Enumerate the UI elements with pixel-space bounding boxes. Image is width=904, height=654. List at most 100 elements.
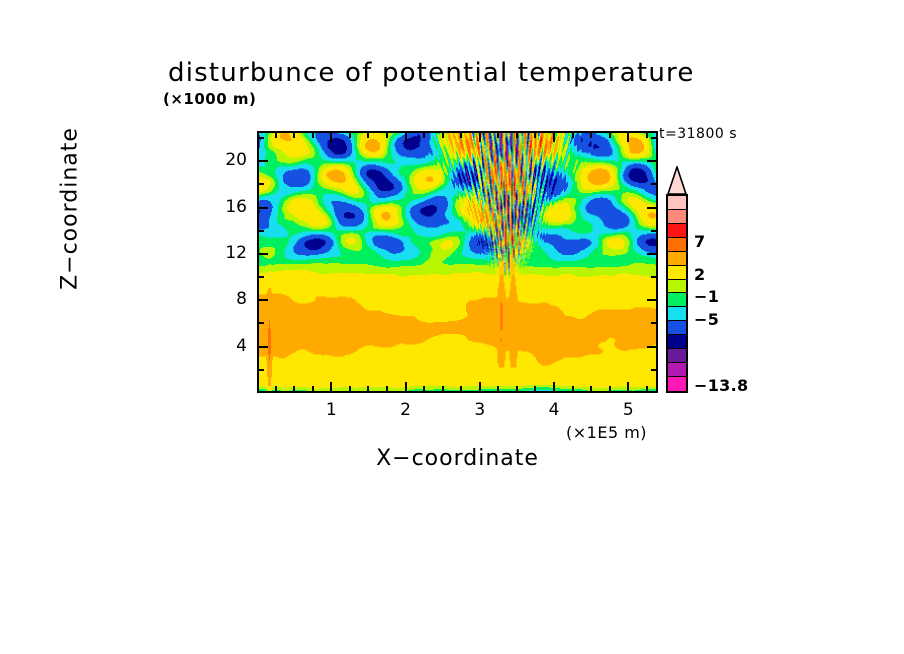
x-tick-major-bottom	[627, 382, 629, 391]
y-tick-minor-right	[651, 183, 656, 185]
colorbar-band	[668, 237, 686, 252]
y-tick-major-right	[647, 299, 656, 301]
contour-field	[259, 133, 656, 391]
x-tick-minor-top	[646, 133, 648, 138]
y-tick-minor-left	[259, 183, 264, 185]
colorbar-tick-label: −5	[694, 310, 720, 329]
colorbar-tick-label: 2	[694, 265, 706, 284]
colorbar-band	[668, 279, 686, 294]
x-tick-minor-top	[609, 133, 611, 138]
y-tick-label: 16	[225, 196, 247, 217]
x-tick-minor-bottom	[275, 386, 277, 391]
y-axis-title: Z−coordinate	[57, 127, 83, 290]
x-tick-minor-bottom	[312, 386, 314, 391]
z-axis-units-label: (×1000 m)	[163, 90, 257, 108]
colorbar-band	[668, 321, 686, 336]
colorbar-extend-arrow-icon	[666, 166, 688, 195]
x-tick-major-bottom	[405, 382, 407, 391]
x-tick-minor-bottom	[423, 386, 425, 391]
x-tick-minor-top	[534, 133, 536, 138]
colorbar-tick-label: −13.8	[694, 376, 749, 395]
y-tick-minor-left	[259, 369, 264, 371]
y-tick-major-right	[647, 160, 656, 162]
x-tick-minor-top	[460, 133, 462, 138]
colorbar-band	[668, 335, 686, 350]
x-tick-minor-bottom	[572, 386, 574, 391]
x-tick-major-bottom	[330, 382, 332, 391]
y-tick-minor-right	[651, 137, 656, 139]
y-tick-major-left	[259, 160, 268, 162]
x-tick-minor-top	[497, 133, 499, 138]
y-tick-label: 8	[236, 289, 247, 310]
y-tick-label: 12	[225, 242, 247, 263]
x-tick-minor-top	[275, 133, 277, 138]
timestamp-annotation: t=31800 s	[659, 126, 737, 142]
colorbar	[666, 166, 688, 393]
y-tick-minor-left	[259, 276, 264, 278]
colorbar-band	[668, 265, 686, 280]
x-tick-minor-top	[367, 133, 369, 138]
y-tick-major-right	[647, 253, 656, 255]
colorbar-tick-label: 7	[694, 232, 706, 251]
x-tick-minor-bottom	[497, 386, 499, 391]
x-tick-label: 3	[474, 400, 486, 420]
x-tick-minor-bottom	[516, 386, 518, 391]
x-axis-units-label: (×1E5 m)	[566, 423, 648, 442]
y-tick-label: 4	[236, 335, 247, 356]
x-tick-minor-bottom	[460, 386, 462, 391]
y-tick-minor-right	[651, 230, 656, 232]
y-tick-major-left	[259, 207, 268, 209]
x-tick-label: 1	[325, 400, 337, 420]
colorbar-band	[668, 349, 686, 364]
y-tick-major-right	[647, 346, 656, 348]
x-tick-major-bottom	[479, 382, 481, 391]
x-tick-minor-bottom	[367, 386, 369, 391]
x-tick-minor-top	[312, 133, 314, 138]
y-tick-major-right	[647, 207, 656, 209]
contour-plot-area	[257, 131, 658, 393]
x-tick-minor-top	[293, 133, 295, 138]
figure-title: disturbunce of potential temperature	[168, 58, 695, 88]
x-tick-minor-top	[423, 133, 425, 138]
colorbar-band	[668, 307, 686, 322]
y-tick-minor-right	[651, 369, 656, 371]
x-tick-minor-bottom	[609, 386, 611, 391]
colorbar-band	[668, 376, 686, 391]
x-tick-minor-bottom	[534, 386, 536, 391]
x-tick-label: 2	[400, 400, 411, 420]
x-tick-minor-top	[386, 133, 388, 138]
x-tick-minor-top	[442, 133, 444, 138]
y-tick-minor-right	[651, 276, 656, 278]
colorbar-tick-label: −1	[694, 287, 720, 306]
colorbar-bands	[666, 194, 688, 393]
x-axis-title: X−coordinate	[376, 446, 539, 471]
y-tick-major-left	[259, 346, 268, 348]
colorbar-band	[668, 196, 686, 210]
x-tick-minor-bottom	[349, 386, 351, 391]
x-tick-major-top	[330, 133, 332, 142]
y-tick-minor-left	[259, 137, 264, 139]
colorbar-band	[668, 223, 686, 238]
x-tick-minor-top	[349, 133, 351, 138]
x-tick-minor-bottom	[646, 386, 648, 391]
x-tick-minor-bottom	[386, 386, 388, 391]
y-tick-label: 20	[225, 150, 247, 171]
x-tick-label: 5	[622, 400, 634, 420]
x-tick-minor-top	[590, 133, 592, 138]
x-tick-minor-top	[516, 133, 518, 138]
y-tick-minor-right	[651, 322, 656, 324]
y-tick-major-left	[259, 299, 268, 301]
x-tick-major-bottom	[553, 382, 555, 391]
x-tick-label: 4	[548, 400, 560, 420]
y-tick-minor-left	[259, 230, 264, 232]
colorbar-band	[668, 293, 686, 308]
y-tick-major-left	[259, 253, 268, 255]
x-tick-major-top	[405, 133, 407, 142]
y-tick-minor-left	[259, 322, 264, 324]
x-tick-minor-bottom	[442, 386, 444, 391]
x-tick-major-top	[479, 133, 481, 142]
x-tick-minor-bottom	[590, 386, 592, 391]
colorbar-band	[668, 251, 686, 266]
x-tick-minor-bottom	[293, 386, 295, 391]
